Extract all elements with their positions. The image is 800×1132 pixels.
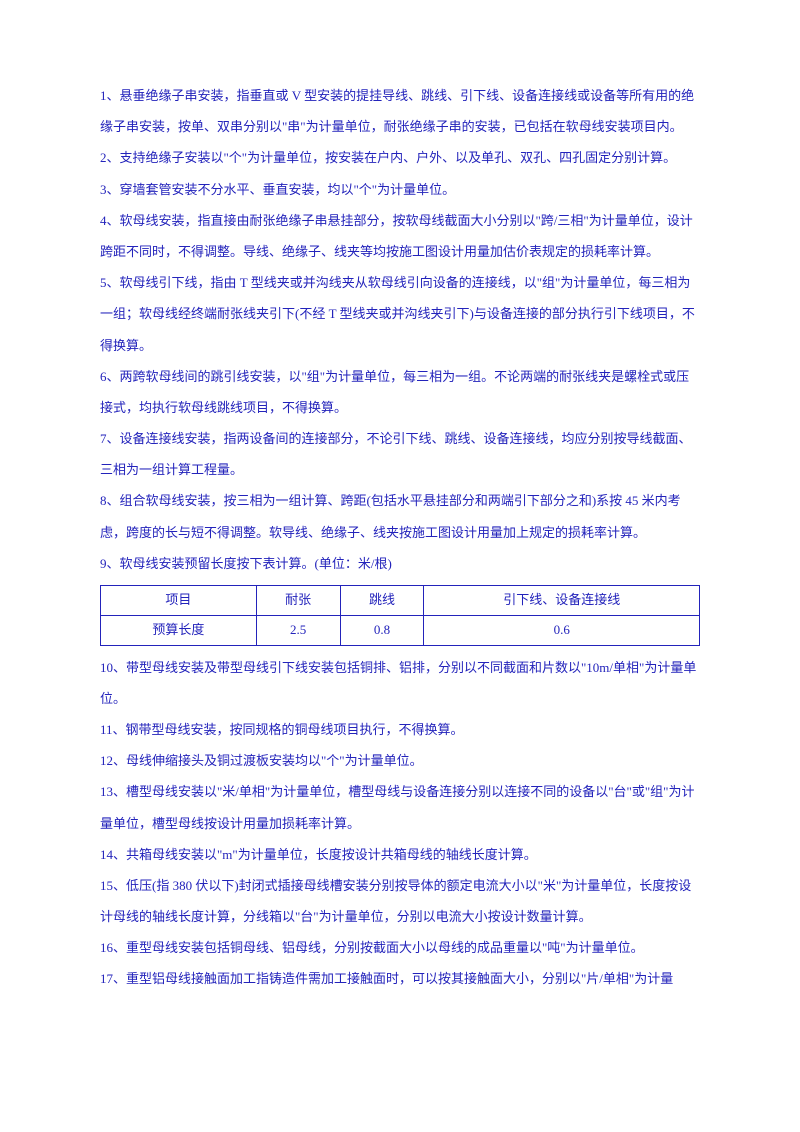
table-cell: 预算长度: [101, 615, 257, 645]
paragraph-3: 3、穿墙套管安装不分水平、垂直安装，均以"个"为计量单位。: [100, 174, 700, 205]
table-cell: 2.5: [256, 615, 340, 645]
reserve-length-table: 项目 耐张 跳线 引下线、设备连接线 预算长度 2.5 0.8 0.6: [100, 585, 700, 646]
paragraph-1: 1、悬垂绝缘子串安装，指垂直或 V 型安装的提挂导线、跳线、引下线、设备连接线或…: [100, 80, 700, 142]
table-cell: 0.6: [424, 615, 700, 645]
paragraph-14: 14、共箱母线安装以"m"为计量单位，长度按设计共箱母线的轴线长度计算。: [100, 839, 700, 870]
paragraph-11: 11、钢带型母线安装，按同规格的铜母线项目执行，不得换算。: [100, 714, 700, 745]
paragraph-8: 8、组合软母线安装，按三相为一组计算、跨距(包括水平悬挂部分和两端引下部分之和)…: [100, 485, 700, 547]
table-row: 预算长度 2.5 0.8 0.6: [101, 615, 700, 645]
table-header-cell: 项目: [101, 586, 257, 616]
table-header-cell: 耐张: [256, 586, 340, 616]
paragraph-7: 7、设备连接线安装，指两设备间的连接部分，不论引下线、跳线、设备连接线，均应分别…: [100, 423, 700, 485]
paragraph-4: 4、软母线安装，指直接由耐张绝缘子串悬挂部分，按软母线截面大小分别以"跨/三相"…: [100, 205, 700, 267]
paragraph-12: 12、母线伸缩接头及铜过渡板安装均以"个"为计量单位。: [100, 745, 700, 776]
table-header-row: 项目 耐张 跳线 引下线、设备连接线: [101, 586, 700, 616]
table-header-cell: 跳线: [340, 586, 424, 616]
paragraph-10: 10、带型母线安装及带型母线引下线安装包括铜排、铝排，分别以不同截面和片数以"1…: [100, 652, 700, 714]
document-page: 1、悬垂绝缘子串安装，指垂直或 V 型安装的提挂导线、跳线、引下线、设备连接线或…: [0, 0, 800, 1132]
table-header-cell: 引下线、设备连接线: [424, 586, 700, 616]
paragraph-16: 16、重型母线安装包括铜母线、铝母线，分别按截面大小以母线的成品重量以"吨"为计…: [100, 932, 700, 963]
paragraph-13: 13、槽型母线安装以"米/单相"为计量单位，槽型母线与设备连接分别以连接不同的设…: [100, 776, 700, 838]
paragraph-15: 15、低压(指 380 伏以下)封闭式插接母线槽安装分别按导体的额定电流大小以"…: [100, 870, 700, 932]
paragraph-17: 17、重型铝母线接触面加工指铸造件需加工接触面时，可以按其接触面大小，分别以"片…: [100, 963, 700, 994]
paragraph-5: 5、软母线引下线，指由 T 型线夹或并沟线夹从软母线引向设备的连接线，以"组"为…: [100, 267, 700, 361]
paragraph-6: 6、两跨软母线间的跳引线安装，以"组"为计量单位，每三相为一组。不论两端的耐张线…: [100, 361, 700, 423]
table-cell: 0.8: [340, 615, 424, 645]
paragraph-2: 2、支持绝缘子安装以"个"为计量单位，按安装在户内、户外、以及单孔、双孔、四孔固…: [100, 142, 700, 173]
paragraph-9: 9、软母线安装预留长度按下表计算。(单位：米/根): [100, 548, 700, 579]
